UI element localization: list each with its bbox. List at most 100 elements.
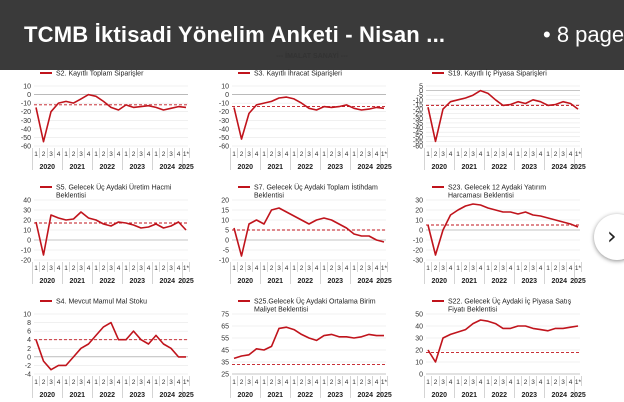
x-tick-label: 1: [292, 151, 296, 158]
x-tick-label: 2: [330, 265, 334, 272]
year-label: 2020: [39, 392, 55, 399]
chart-panel: S5. Gelecek Üç Aydaki Üretim Hacmi Beklen…: [4, 182, 194, 287]
x-tick-label: 2: [102, 265, 106, 272]
y-tick-label: 0: [419, 228, 423, 235]
x-tick-label: 3: [109, 151, 113, 158]
y-tick-label: -20: [21, 109, 31, 116]
chart-title: S4. Mevcut Mamul Mal Stoku: [56, 299, 147, 306]
x-tick-label: 1: [262, 265, 266, 272]
x-tick-label: 4: [285, 379, 289, 386]
series-line: [427, 203, 579, 256]
x-tick-label: 4: [539, 379, 543, 386]
x-tick-label: 3: [277, 379, 281, 386]
y-tick-label: 75: [221, 312, 229, 319]
line-chart: S2. Kayıtlı Toplam Siparişler 100 -10-20 -3…: [21, 71, 194, 172]
x-tick-label: 1*: [575, 151, 582, 158]
x-tick-label: 1: [94, 151, 98, 158]
x-tick-label: 4: [539, 151, 543, 158]
year-label: 2024: [357, 278, 373, 285]
chart-title: S2. Kayıtlı Toplam Siparişler: [56, 71, 144, 78]
x-tick-label: 1: [154, 379, 158, 386]
year-label: 2022: [99, 164, 115, 171]
x-tick-label: 1: [322, 265, 326, 272]
x-tick-label: 1*: [183, 151, 190, 158]
year-label: 2022: [297, 278, 313, 285]
x-tick-label: 4: [315, 151, 319, 158]
x-tick-label: 1: [34, 265, 38, 272]
y-tick-label: -60: [413, 144, 423, 151]
y-tick-label: -10: [21, 101, 31, 108]
x-tick-label: 2: [554, 379, 558, 386]
x-tick-label: 4: [375, 265, 379, 272]
x-tick-label: 2: [360, 265, 364, 272]
y-tick-label: 0: [225, 238, 229, 245]
x-tick-label: 3: [531, 379, 535, 386]
year-label: 2020: [39, 278, 55, 285]
line-chart: S7. Gelecek Üç Aydaki Toplam İstihdamBek…: [219, 183, 392, 286]
x-tick-label: 2: [524, 151, 528, 158]
x-tick-label: 4: [117, 379, 121, 386]
year-label: 2025: [178, 392, 194, 399]
x-tick-label: 2: [72, 151, 76, 158]
x-tick-label: 3: [139, 379, 143, 386]
year-label: 2023: [129, 392, 145, 399]
x-tick-label: 4: [569, 379, 573, 386]
y-tick-label: 2: [27, 346, 31, 353]
y-tick-label: -45: [413, 130, 423, 137]
y-tick-label: -5: [417, 93, 423, 100]
x-tick-label: 2: [464, 379, 468, 386]
document-title: TCMB İktisadi Yönelim Anketi - Nisan ...: [24, 22, 446, 47]
next-page-button[interactable]: ›: [594, 214, 624, 260]
year-label: 2025: [570, 164, 586, 171]
year-label: 2025: [376, 392, 392, 399]
chart-panel: S23. Gelecek 12 Aydaki Yatırım Harcaması …: [396, 182, 586, 287]
x-tick-label: 1: [426, 151, 430, 158]
y-tick-label: 65: [221, 324, 229, 331]
y-tick-label: -10: [413, 238, 423, 245]
section-label: --- İMALAT SANAYİ ---: [276, 53, 348, 60]
x-tick-label: 3: [79, 151, 83, 158]
year-label: 2025: [570, 392, 586, 399]
year-label: 2025: [376, 164, 392, 171]
year-label: 2021: [69, 278, 85, 285]
year-label: 2021: [69, 392, 85, 399]
x-tick-label: 2: [270, 379, 274, 386]
y-tick-label: 30: [415, 336, 423, 343]
y-tick-label: 10: [415, 360, 423, 367]
x-tick-label: 3: [277, 265, 281, 272]
x-tick-label: 2: [102, 379, 106, 386]
year-label: 2022: [491, 164, 507, 171]
x-tick-label: 3: [109, 379, 113, 386]
chart-title: S23. Gelecek 12 Aydaki Yatırım: [448, 185, 546, 192]
x-tick-label: 4: [449, 265, 453, 272]
line-chart: S23. Gelecek 12 Aydaki YatırımHarcaması …: [413, 185, 586, 286]
y-tick-label: -40: [413, 125, 423, 132]
chart-title: S22. Gelecek Üç Aydaki İç Piyasa Satış: [448, 297, 572, 306]
x-tick-label: 1: [124, 151, 128, 158]
year-label: 2021: [267, 164, 283, 171]
x-tick-label: 1*: [381, 265, 388, 272]
x-tick-label: 2: [132, 379, 136, 386]
year-label: 2020: [237, 164, 253, 171]
x-tick-label: 3: [561, 379, 565, 386]
year-label: 2024: [357, 164, 373, 171]
chart-title: S25.Gelecek Üç Aydaki Ortalama Birim: [254, 298, 376, 306]
x-tick-label: 2: [494, 379, 498, 386]
x-tick-label: 2: [330, 151, 334, 158]
x-tick-label: 2: [524, 379, 528, 386]
x-tick-label: 1: [124, 265, 128, 272]
year-label: 2020: [237, 278, 253, 285]
x-tick-label: 3: [561, 265, 565, 272]
x-tick-label: 4: [479, 265, 483, 272]
x-tick-label: 3: [247, 265, 251, 272]
y-tick-label: 0: [27, 354, 31, 361]
x-tick-label: 4: [539, 265, 543, 272]
x-tick-label: 2: [300, 379, 304, 386]
x-tick-label: 1: [322, 379, 326, 386]
year-label: 2020: [431, 164, 447, 171]
x-tick-label: 1: [352, 379, 356, 386]
x-tick-label: 4: [449, 379, 453, 386]
x-tick-label: 1: [426, 265, 430, 272]
x-tick-label: 2: [524, 265, 528, 272]
x-tick-label: 1: [486, 379, 490, 386]
